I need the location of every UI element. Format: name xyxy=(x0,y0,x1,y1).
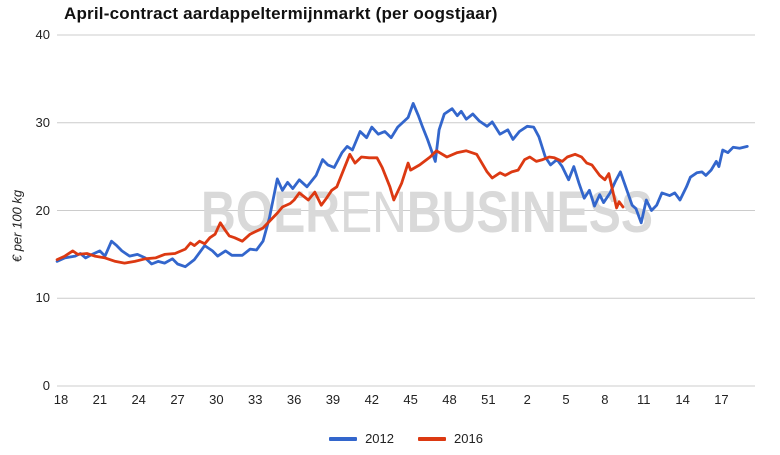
x-tick-label-51: 51 xyxy=(481,392,496,407)
x-tick-label-39: 39 xyxy=(325,392,341,407)
y-tick-label-10: 10 xyxy=(35,290,50,306)
chart-title: April-contract aardappeltermijnmarkt (pe… xyxy=(64,4,498,23)
y-tick-label-30: 30 xyxy=(35,114,50,130)
x-tick-label-11: 11 xyxy=(637,392,651,407)
legend-swatch-2012 xyxy=(329,436,358,441)
legend-item-2016[interactable]: 2016 xyxy=(418,431,483,446)
y-tick-label-0: 0 xyxy=(42,378,50,393)
watermark: BOERENBUSINESS xyxy=(201,180,653,245)
x-tick-label-42: 42 xyxy=(364,392,380,407)
x-tick-label-17: 17 xyxy=(714,392,729,407)
x-tick-label-45: 45 xyxy=(403,392,418,407)
legend-item-2012[interactable]: 2012 xyxy=(329,431,394,446)
y-tick-label-40: 40 xyxy=(35,27,50,42)
x-tick-label-36: 36 xyxy=(286,392,302,407)
legend-swatch-2016 xyxy=(418,436,446,441)
legend-label: 2016 xyxy=(454,431,483,446)
legend-label: 2012 xyxy=(365,431,394,446)
x-tick-label-14: 14 xyxy=(675,392,690,407)
series-line-2012 xyxy=(55,102,749,269)
x-tick-label-5: 5 xyxy=(562,392,570,407)
x-tick-label-8: 8 xyxy=(601,392,609,407)
x-tick-label-18: 18 xyxy=(53,392,69,407)
legend: 2012 2016 xyxy=(57,431,755,446)
x-tick-label-48: 48 xyxy=(442,392,457,407)
y-tick-label-20: 20 xyxy=(35,202,50,218)
x-tick-label-30: 30 xyxy=(209,392,224,407)
x-tick-label-24: 24 xyxy=(131,392,146,407)
x-tick-label-33: 33 xyxy=(248,392,263,407)
series-line-2016 xyxy=(55,149,625,265)
x-tick-label-27: 27 xyxy=(170,392,185,407)
x-tick-label-2: 2 xyxy=(523,392,531,407)
x-tick-label-21: 21 xyxy=(92,392,108,407)
